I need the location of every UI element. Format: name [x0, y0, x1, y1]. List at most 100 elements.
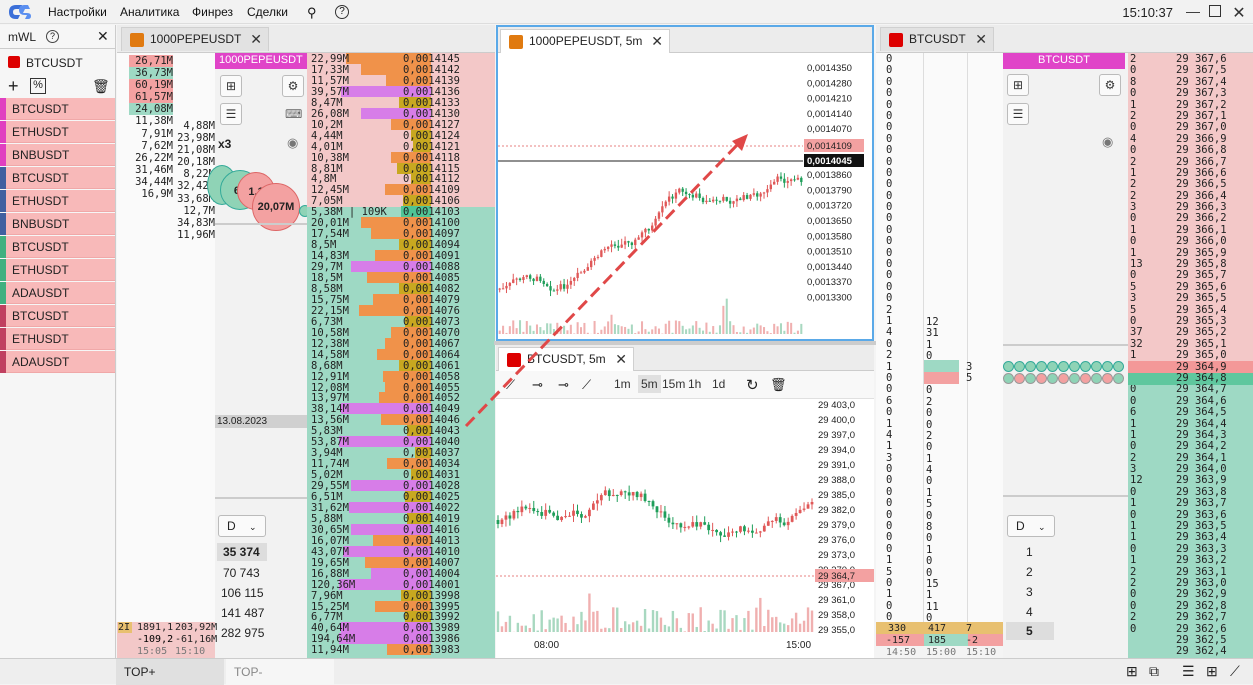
watchlist-item[interactable]: ADAUSDT: [0, 282, 115, 304]
help-icon[interactable]: ?: [46, 30, 59, 43]
trash-icon[interactable]: 🗑: [92, 78, 110, 95]
chart-add-icon[interactable]: ⊞: [1007, 74, 1029, 96]
indicator-icon[interactable]: ⟋: [1230, 663, 1240, 680]
maximize-icon[interactable]: [1209, 5, 1221, 17]
watchlist-item[interactable]: BTCUSDT: [0, 305, 115, 327]
watchlist-item[interactable]: BNBUSDT: [0, 144, 115, 166]
btc-candle-chart[interactable]: 29 403,029 400,029 397,029 394,029 391,0…: [496, 400, 874, 658]
timeframe-1d[interactable]: 1d: [712, 377, 725, 391]
volume-bar: [648, 628, 650, 632]
watchlist-item[interactable]: ETHUSDT: [0, 190, 115, 212]
list-icon[interactable]: ☰: [1182, 663, 1195, 680]
horizontal-line-icon[interactable]: ⊸: [558, 377, 569, 393]
tab-top-minus[interactable]: TOP-: [226, 659, 334, 685]
menu-analytics[interactable]: Аналитика: [120, 5, 179, 19]
cell: 6: [1130, 406, 1170, 417]
tab-btc[interactable]: BTCUSDT ✕: [880, 27, 994, 51]
candle: [600, 250, 602, 257]
close-window-icon[interactable]: ✕: [1230, 3, 1248, 21]
timeframe-5m[interactable]: 5m: [638, 375, 661, 393]
volume-bar: [733, 325, 735, 334]
pepe-candle-chart[interactable]: 0,00143500,00142800,00142100,00141400,00…: [498, 54, 872, 341]
add-window-icon[interactable]: ⊞: [1126, 663, 1138, 680]
timeframe-1m[interactable]: 1m: [614, 377, 631, 391]
cell: 29 362,9: [1176, 588, 1253, 599]
help-icon[interactable]: ?: [335, 5, 349, 19]
level-4[interactable]: 4: [1026, 605, 1033, 619]
eye-icon[interactable]: ◉: [1102, 134, 1113, 150]
tab-chart-btc[interactable]: BTCUSDT, 5m ✕: [498, 347, 634, 371]
volume-bar: [651, 329, 653, 334]
gear-icon[interactable]: ⚙: [1099, 74, 1121, 96]
close-tab-icon[interactable]: ✕: [651, 33, 663, 50]
level-5[interactable]: 5: [1006, 622, 1054, 640]
tab-top-plus[interactable]: TOP+: [116, 659, 224, 685]
trendline-tool-icon[interactable]: ⟋: [506, 377, 515, 393]
level-1[interactable]: 1: [1026, 545, 1033, 559]
add-chart-icon[interactable]: ⧉: [1149, 663, 1159, 680]
candle: [560, 517, 563, 520]
timeframe-select[interactable]: D ⌄: [1007, 515, 1055, 537]
reset-icon[interactable]: ↻: [746, 376, 759, 394]
candle: [539, 277, 541, 281]
ray-tool-icon[interactable]: ⊸: [532, 377, 543, 393]
cell: 29 363,6: [1176, 509, 1253, 520]
close-tab-icon[interactable]: ✕: [615, 351, 627, 368]
volume-bar: [660, 618, 662, 632]
cell: 0: [886, 338, 916, 349]
percent-icon[interactable]: %: [30, 78, 46, 94]
brush-tool-icon[interactable]: ⟋: [582, 377, 591, 393]
watchlist-item[interactable]: BNBUSDT: [0, 213, 115, 235]
candle: [687, 527, 690, 528]
symbol-color-icon: [8, 56, 20, 68]
watchlist-item[interactable]: ADAUSDT: [0, 351, 115, 373]
timeframe-15m[interactable]: 15m: [662, 377, 685, 391]
list-icon[interactable]: ☰: [1007, 103, 1029, 125]
menu-settings[interactable]: Настройки: [48, 5, 107, 19]
volume-bar: [509, 326, 511, 334]
menu-finres[interactable]: Финрез: [192, 5, 233, 19]
watchlist-item[interactable]: BTCUSDT: [0, 167, 115, 189]
watchlist-item-label: BTCUSDT: [12, 240, 69, 254]
cell: 29 362,7: [1176, 611, 1253, 622]
menu-deals[interactable]: Сделки: [247, 5, 288, 19]
volume-bar: [624, 621, 626, 632]
pin-icon[interactable]: ⚲: [307, 5, 317, 21]
close-tab-icon[interactable]: ✕: [975, 31, 987, 48]
timeframe-1h[interactable]: 1h: [688, 377, 701, 391]
watchlist-item[interactable]: ETHUSDT: [0, 121, 115, 143]
chart-icon[interactable]: ⊞: [1206, 663, 1218, 680]
volume-bar: [656, 611, 658, 632]
y-tick-label: 29 391,0: [818, 460, 855, 471]
footer-delta: -109,2: [137, 634, 173, 645]
cell: 1: [1130, 99, 1170, 110]
volume-bar: [512, 320, 514, 334]
level-3[interactable]: 3: [1026, 585, 1033, 599]
volume-bar: [612, 607, 614, 632]
cell: 15: [926, 578, 966, 589]
cell: 0: [1130, 588, 1170, 599]
cell: 0: [1130, 121, 1170, 132]
close-icon[interactable]: ✕: [97, 28, 109, 45]
group-marker: [0, 351, 6, 373]
add-icon[interactable]: +: [8, 77, 19, 95]
minimize-icon[interactable]: —: [1184, 3, 1202, 21]
cell: 12: [926, 316, 966, 327]
group-marker: [0, 282, 6, 304]
level-2[interactable]: 2: [1026, 565, 1033, 579]
watchlist-item[interactable]: ETHUSDT: [0, 328, 115, 350]
watchlist-item[interactable]: ETHUSDT: [0, 259, 115, 281]
cell: 1: [1130, 531, 1170, 542]
volume-bar: [604, 628, 606, 632]
cell: 29 365,8: [1176, 258, 1253, 269]
volume-bar: [678, 321, 680, 334]
tab-chart-pepe[interactable]: 1000PEPEUSDT, 5m ✕: [500, 29, 670, 53]
volume-bar: [573, 333, 575, 334]
volume-bar: [580, 327, 582, 334]
cell: 0: [886, 224, 916, 235]
volume-bar: [739, 332, 741, 334]
watchlist-item[interactable]: BTCUSDT: [0, 236, 115, 258]
trash-icon[interactable]: 🗑: [770, 377, 787, 393]
candle: [505, 286, 507, 288]
watchlist-item[interactable]: BTCUSDT: [0, 98, 115, 120]
